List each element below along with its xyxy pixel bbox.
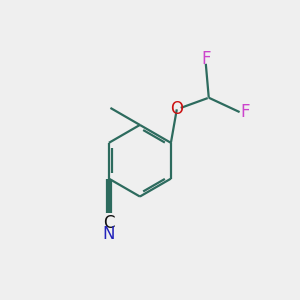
Text: O: O [170, 100, 183, 118]
Text: C: C [103, 214, 115, 232]
Text: N: N [103, 225, 115, 243]
Text: F: F [240, 103, 249, 121]
Text: F: F [201, 50, 211, 68]
